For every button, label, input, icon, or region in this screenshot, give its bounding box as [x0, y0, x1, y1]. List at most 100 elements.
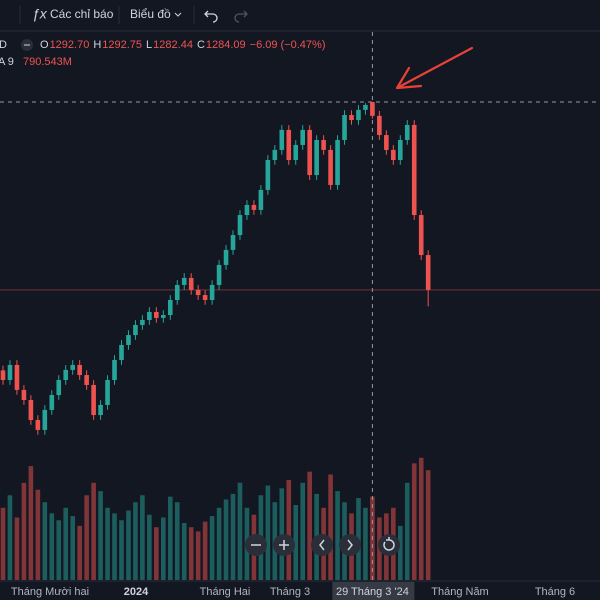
volume-bar [154, 527, 159, 580]
candle-body [140, 320, 145, 325]
volume-bar [63, 507, 69, 580]
candle-body [328, 149, 333, 185]
annotation-arrow [395, 46, 474, 90]
candle-body [349, 115, 354, 120]
candle-body [202, 295, 208, 300]
scroll-right-button[interactable] [339, 534, 361, 556]
volume-bar [223, 499, 229, 580]
candle-body [293, 144, 299, 160]
volume-bar [279, 488, 285, 580]
volume-bar [84, 495, 89, 580]
candle-body [133, 324, 138, 336]
volume-bar [216, 507, 222, 580]
candle-body [119, 344, 124, 360]
candle-body [174, 284, 180, 300]
candle-body [21, 389, 27, 400]
legend: O 1292.70 H 1292.75 L 1282.44 C 1284.09 −6.09 (−… [40, 39, 326, 51]
scroll-left-button[interactable] [311, 534, 333, 556]
volume-bar [425, 470, 431, 580]
candle-body [167, 300, 173, 316]
candle-body [84, 375, 89, 385]
navigation-controls [245, 534, 400, 556]
candle-body [384, 135, 389, 150]
crosshair-label: 29 Tháng 3 '24 [336, 586, 409, 598]
chevron[interactable] [174, 12, 182, 17]
volume-bar [286, 480, 292, 580]
candle-body [35, 420, 41, 430]
time-axis: Tháng Mười hai 2024 Tháng Hai Tháng 3 Tháng … [11, 582, 575, 600]
candle-body [237, 215, 243, 236]
candle-body [314, 140, 319, 176]
time-label: Tháng Mười hai [11, 586, 89, 598]
candle-body [14, 364, 20, 390]
volume-bar [133, 502, 138, 580]
volume-bar [335, 491, 340, 580]
candle-body [265, 160, 271, 190]
time-label: Tháng Hai [200, 586, 251, 598]
candle-body [300, 129, 306, 145]
indicators-button[interactable]: Các chỉ báo [50, 7, 114, 21]
candle-body [342, 115, 347, 140]
candle-body [286, 129, 292, 160]
candle-body [223, 249, 229, 265]
candle-body [411, 124, 417, 216]
candle-body [63, 369, 69, 380]
volume-bar [167, 496, 173, 580]
volume-bar [300, 482, 306, 580]
candle-body [181, 277, 187, 285]
candle-body [307, 129, 312, 176]
volume-bar [49, 513, 55, 580]
redo-button[interactable] [234, 10, 248, 23]
candle-body [321, 140, 326, 150]
volume-bar [91, 482, 96, 580]
candle-body [70, 364, 75, 370]
candle-body [272, 149, 278, 160]
change: −6.09 (−0.47%) [250, 39, 326, 51]
undo-button[interactable] [204, 10, 218, 23]
reset-button[interactable] [378, 534, 400, 556]
candle-body [356, 109, 361, 120]
ohlc-value: 1282.44 [153, 39, 193, 51]
volume-bar [28, 466, 34, 580]
volume-bar [161, 517, 166, 580]
icon [279, 540, 289, 550]
volume-bar [363, 507, 368, 580]
candle-body [28, 400, 34, 420]
candle-body [56, 380, 62, 396]
volume-bar [209, 516, 215, 580]
time-label: Tháng 6 [535, 586, 575, 598]
time-label: Tháng 3 [270, 586, 310, 598]
candle-body [147, 312, 152, 320]
volume-bar [418, 457, 424, 580]
volume-bar [140, 495, 145, 580]
volume-bar [174, 502, 180, 580]
chart-menu-button[interactable]: Biểu đồ [130, 7, 171, 21]
plot [0, 32, 600, 581]
fx-icon[interactable]: ƒx [32, 6, 48, 22]
candle-body [363, 104, 368, 110]
candle-body [188, 277, 194, 290]
volume-label: A 9 [0, 56, 14, 68]
volume-bar [230, 493, 236, 580]
icon [383, 537, 395, 551]
ohlc-value: 1284.09 [206, 39, 246, 51]
candle-body [49, 395, 55, 410]
candle-body [195, 289, 201, 296]
volume-bar [404, 482, 410, 580]
candle-body [154, 312, 159, 318]
volume-bar [265, 485, 271, 580]
volume-bar [119, 520, 124, 580]
candle-body [126, 335, 131, 345]
candle-body [370, 102, 375, 116]
ohlc-label: C [197, 39, 205, 51]
symbol: D [0, 39, 7, 51]
volume-value: 790.543M [23, 56, 72, 68]
volume-bar [21, 482, 27, 580]
candle-body [161, 315, 166, 318]
volume-bar [328, 474, 333, 580]
candle-body [77, 364, 82, 376]
candle-body [418, 215, 424, 256]
volume-bar [14, 517, 20, 580]
candle-body [377, 115, 382, 136]
